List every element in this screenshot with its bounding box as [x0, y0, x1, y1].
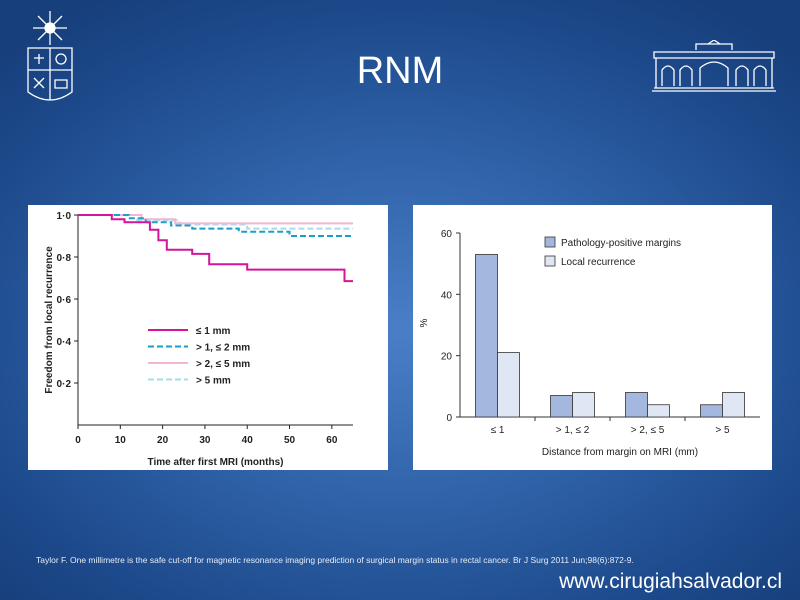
y-tick-label: 20: [441, 352, 453, 363]
legend-label: > 1, ≤ 2 mm: [196, 343, 250, 354]
kaplan-meier-chart-panel: 0 10 20 30 40 50 60 0·2 0·4 0·6 0·8 1·0 Time after f…: [28, 205, 388, 470]
x-axis-title: Distance from margin on MRI (mm): [542, 447, 698, 458]
y-tick-label: 0·6: [57, 295, 72, 306]
x-tick-label: > 2, ≤ 5: [631, 425, 665, 436]
series-line: [78, 214, 353, 230]
legend-label: > 5 mm: [196, 376, 231, 387]
legend-swatch: [544, 236, 556, 248]
x-tick-label: 0: [75, 435, 81, 446]
y-tick-label: 40: [441, 290, 453, 301]
bar-chart-panel: 0 20 40 60 ≤ 1 > 1, ≤ 2 > 2, ≤ 5 > 5 Distance fr…: [413, 205, 772, 470]
bar: [700, 404, 723, 418]
y-tick-label: 0: [446, 413, 452, 424]
x-tick-label: > 5: [715, 425, 730, 436]
y-tick-label: 0·8: [57, 253, 72, 264]
x-tick-label: 10: [115, 435, 127, 446]
bar: [572, 392, 595, 418]
series-line: [78, 214, 353, 237]
website-url: www.cirugiahsalvador.cl: [559, 570, 782, 593]
y-tick-label: 1·0: [57, 211, 72, 222]
y-axis-title: Freedom from local recurrence: [44, 246, 55, 394]
x-tick-label: 30: [199, 435, 211, 446]
slide-title: RNM: [356, 50, 444, 92]
legend-swatch: [544, 255, 556, 267]
y-axis-title: %: [419, 318, 430, 327]
x-tick-label: 50: [284, 435, 296, 446]
x-tick-label: > 1, ≤ 2: [556, 425, 590, 436]
series-line: [78, 214, 353, 283]
bar: [722, 392, 745, 418]
bar: [647, 404, 670, 418]
kaplan-meier-chart: 0 10 20 30 40 50 60 0·2 0·4 0·6 0·8 1·0 Time after f…: [44, 211, 353, 468]
legend-label: Local recurrence: [561, 257, 636, 268]
university-crest-logo: [27, 11, 73, 101]
x-tick-label: ≤ 1: [491, 425, 505, 436]
y-tick-label: 60: [441, 229, 453, 240]
legend-label: Pathology-positive margins: [561, 238, 681, 249]
bar: [497, 352, 520, 418]
bar: [625, 392, 648, 418]
x-axis-title: Time after first MRI (months): [148, 457, 284, 468]
margin-bar-chart: 0 20 40 60 ≤ 1 > 1, ≤ 2 > 2, ≤ 5 > 5 Distance fr…: [419, 229, 760, 458]
legend-label: > 2, ≤ 5 mm: [196, 359, 250, 370]
building-facade-logo: [652, 40, 776, 92]
series-line: [78, 214, 353, 225]
legend-label: ≤ 1 mm: [196, 326, 230, 337]
y-tick-label: 0·4: [57, 337, 72, 348]
citation-text: Taylor F. One millimetre is the safe cut…: [36, 555, 634, 565]
x-tick-label: 20: [157, 435, 169, 446]
bar: [550, 395, 573, 418]
y-tick-label: 0·2: [57, 379, 72, 390]
x-tick-label: 40: [242, 435, 254, 446]
bar: [475, 254, 498, 418]
x-tick-label: 60: [326, 435, 338, 446]
